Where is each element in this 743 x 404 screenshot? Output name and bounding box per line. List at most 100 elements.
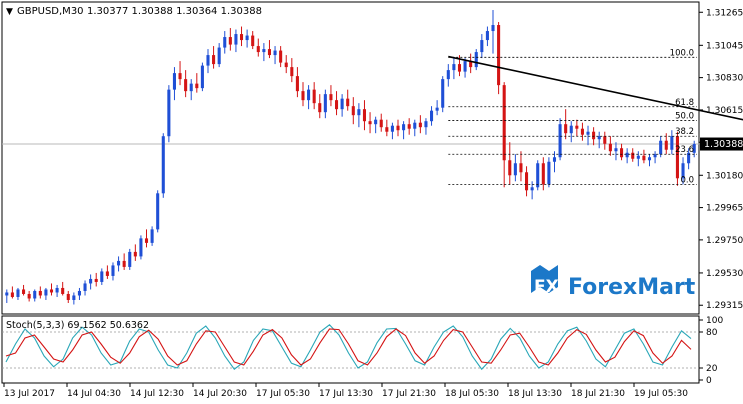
candle-body (105, 271, 109, 276)
candle-body (396, 125, 400, 131)
candle-body (267, 49, 272, 56)
price-tick-label: 1.29315 (706, 301, 743, 311)
candle-body (284, 62, 288, 68)
time-tick-label: 14 Jul 20:30 (193, 389, 247, 399)
symbol-label: GBPUSD,M30 (17, 6, 84, 17)
candle-body (139, 238, 143, 257)
candle-body (10, 292, 14, 297)
candle-body (22, 289, 26, 294)
candle-body (452, 64, 456, 71)
candle-body (55, 287, 59, 293)
candle-body (474, 52, 478, 68)
candle-body (502, 85, 506, 161)
candle-body (66, 293, 70, 300)
time-tick-label: 18 Jul 05:30 (445, 389, 499, 399)
candle-body (49, 289, 54, 293)
candle-body (608, 143, 612, 152)
candle-body (446, 70, 450, 80)
candle-body (390, 125, 394, 132)
fibonacci-layer: 100.0 61.8 50.0 38.2 23.6 0.0 (448, 48, 697, 186)
candle-body (402, 124, 406, 131)
candle-body (642, 155, 646, 161)
candle-body (184, 79, 188, 92)
time-tick-label: 13 Jul 2017 (4, 389, 55, 399)
stochastic-tick-label: 80 (706, 328, 718, 338)
candle-body (318, 103, 322, 113)
candle-body (89, 278, 93, 284)
candle-body (491, 25, 495, 32)
candle-body (323, 94, 327, 113)
time-tick-label: 14 Jul 04:30 (67, 389, 121, 399)
candle-body (368, 121, 372, 125)
candle-body (245, 35, 249, 41)
current-price-badge-bg (700, 137, 743, 151)
stochastic-tick-label: 20 (706, 364, 718, 374)
price-tick-label: 1.30615 (706, 106, 743, 116)
candle-body (552, 157, 557, 162)
candle-body (111, 265, 115, 276)
candle-body (385, 127, 389, 132)
candle-body (480, 40, 484, 53)
candle-body (44, 289, 48, 296)
candle-body (195, 83, 199, 89)
candle-body (212, 55, 216, 65)
candle-body (329, 94, 333, 101)
candle-body (117, 260, 121, 266)
candle-body (631, 152, 635, 159)
candles-layer (5, 10, 696, 305)
candle-body (128, 251, 132, 267)
price-tick-label: 1.29530 (706, 269, 743, 279)
candle-body (189, 83, 193, 92)
fib-level-label: 61.8 (675, 98, 694, 108)
candle-body (519, 163, 523, 173)
candle-body (636, 155, 640, 159)
current-price-label: 1.30388 (704, 139, 743, 150)
price-tick-label: 1.29965 (706, 204, 743, 214)
candle-body (463, 61, 467, 72)
candle-body (307, 89, 311, 101)
candle-body (413, 122, 417, 129)
candle-body (228, 37, 232, 45)
ohlc-label: 1.30377 1.30388 1.30364 1.30388 (87, 6, 262, 17)
candle-body (94, 278, 98, 282)
candle-body (614, 148, 618, 152)
candle-body (206, 55, 210, 66)
candle-body (290, 67, 294, 77)
candle-body (144, 238, 149, 243)
candle-body (379, 119, 383, 128)
trendline (448, 55, 743, 121)
candle-body (469, 61, 473, 68)
logo-badge-text: FX (534, 277, 559, 297)
candle-body (122, 260, 126, 267)
price-tick-label: 1.30180 (706, 171, 743, 181)
candle-body (150, 229, 154, 243)
stochastic-layer: 100 80 20 0 (2, 316, 723, 386)
candle-body (485, 31, 489, 41)
candle-body (659, 140, 663, 155)
candle-body (223, 37, 227, 48)
time-tick-label: 18 Jul 21:30 (571, 389, 625, 399)
candle-body (61, 287, 65, 294)
candle-body (620, 148, 624, 158)
candle-body (172, 73, 176, 90)
trendline-layer (448, 55, 743, 121)
candle-body (100, 271, 104, 282)
candle-body (234, 34, 238, 45)
candle-body (351, 106, 355, 116)
candle-body (239, 34, 244, 41)
candle-body (536, 163, 540, 188)
candle-body (418, 122, 422, 128)
candle-body (167, 89, 171, 137)
candle-body (357, 109, 361, 116)
candle-body (83, 283, 87, 291)
price-tick-label: 1.30830 (706, 74, 743, 84)
fib-level-label: 0.0 (680, 176, 694, 186)
candle-body (256, 46, 260, 53)
candle-body (541, 163, 545, 185)
candle-body (77, 290, 81, 296)
candle-body (374, 119, 378, 125)
candle-body (273, 50, 277, 56)
